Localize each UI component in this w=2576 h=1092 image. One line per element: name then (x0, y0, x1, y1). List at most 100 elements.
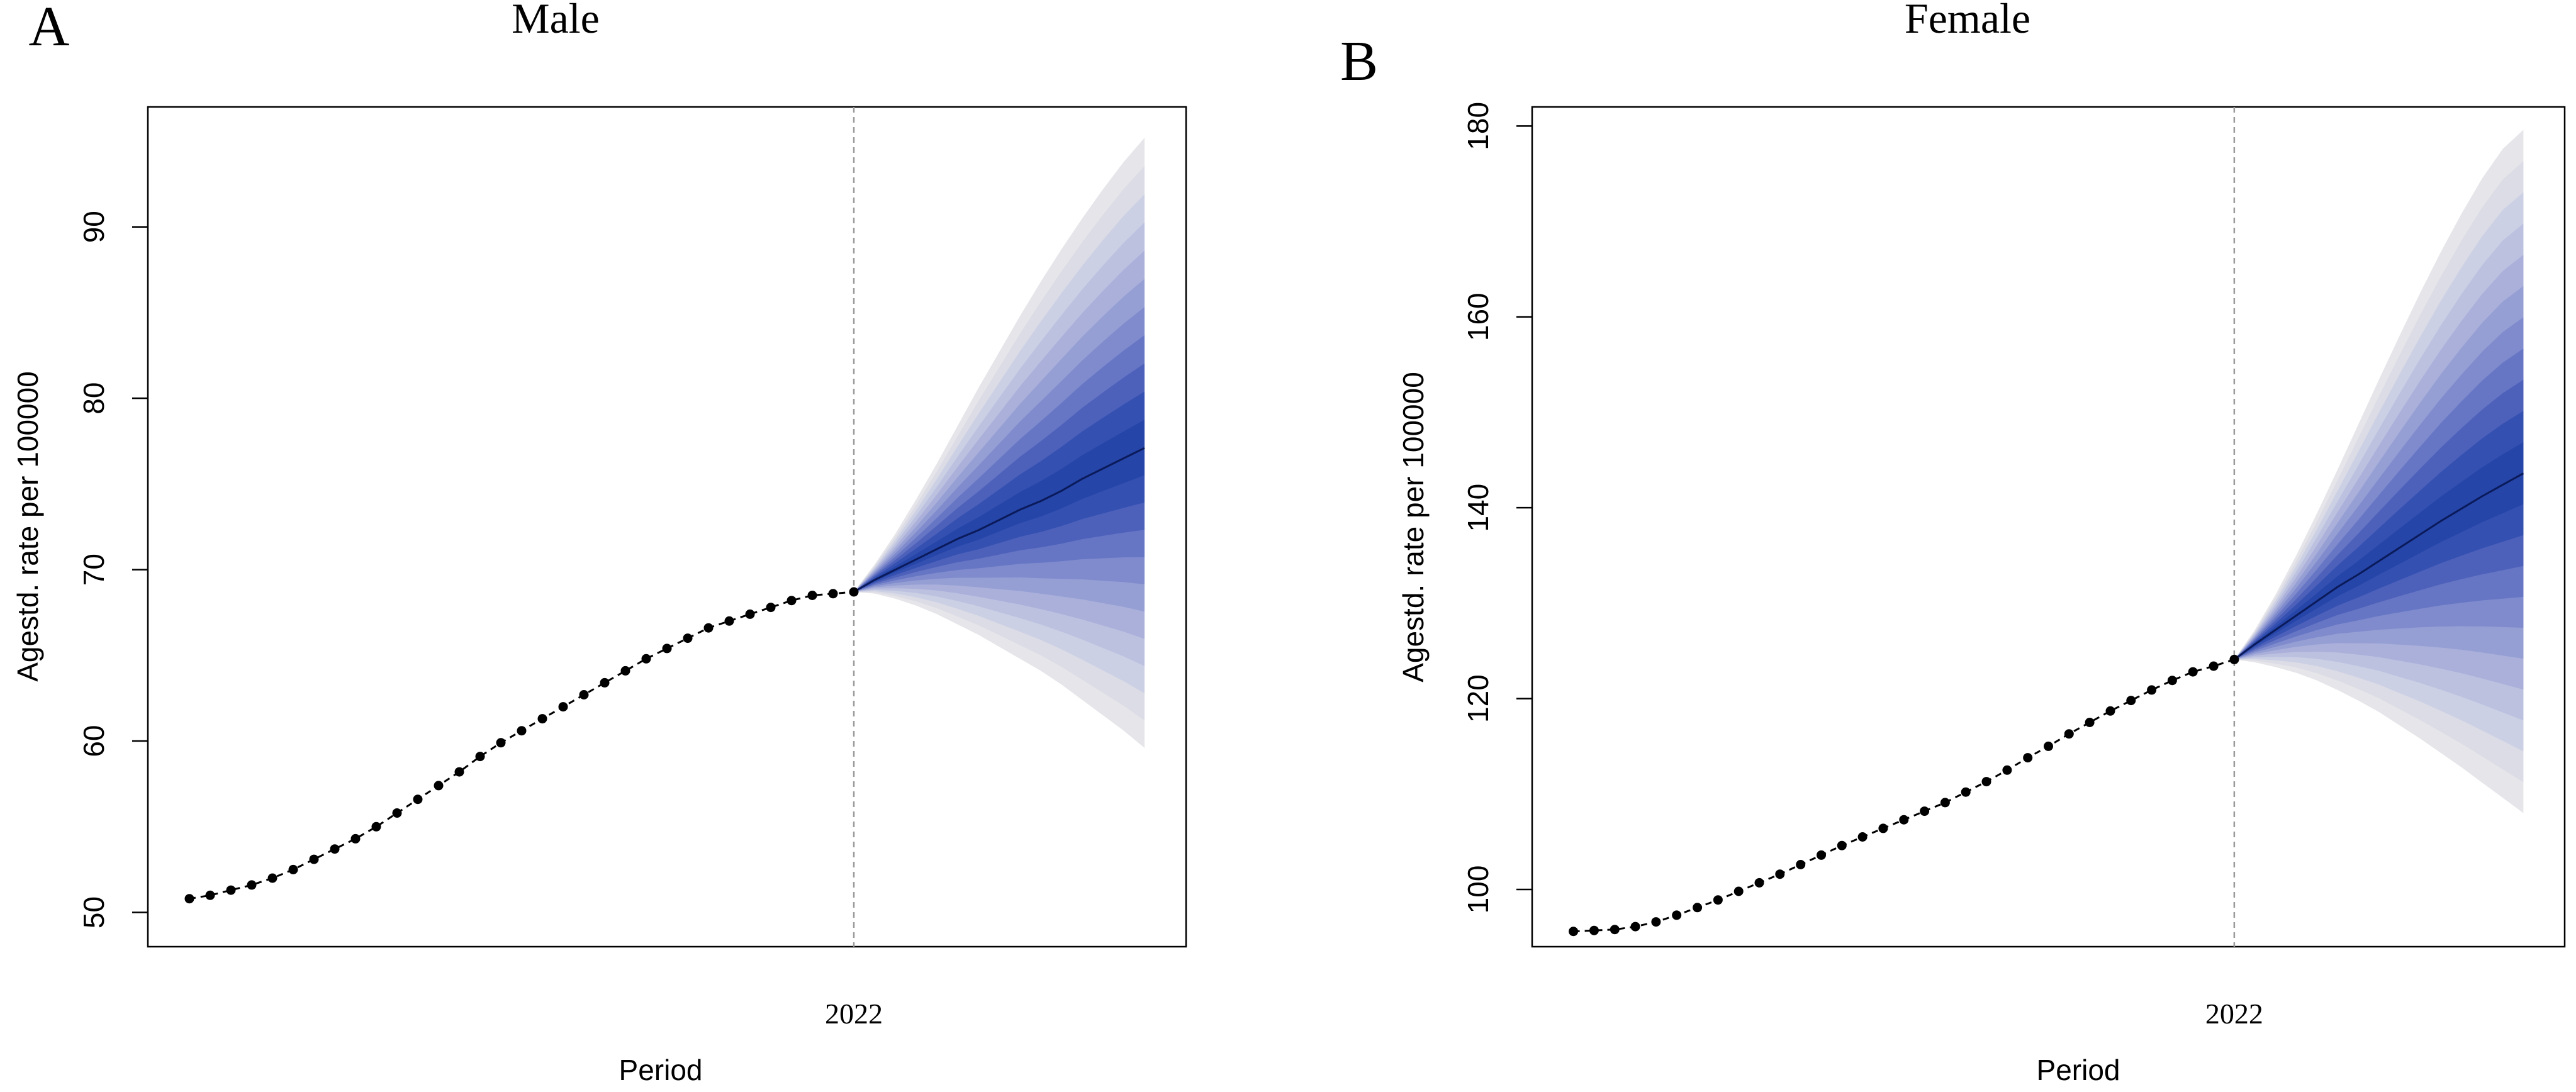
panel-label-b: B (1340, 30, 1378, 92)
observed-point (1837, 840, 1847, 850)
fan-band-9 (2234, 379, 2524, 660)
observed-point (579, 690, 589, 699)
y-tick-label: 180 (1462, 102, 1494, 150)
observed-point (2085, 718, 2095, 727)
observed-point (828, 589, 838, 599)
observed-point (787, 596, 797, 606)
observed-point (434, 781, 444, 791)
fan-band-11 (2234, 442, 2524, 660)
x-tick-label: 2022 (2205, 998, 2263, 1030)
observed-point (2147, 685, 2157, 695)
observed-point (350, 833, 361, 844)
observed-point (267, 873, 277, 883)
y-tick-label: 120 (1462, 674, 1494, 723)
observed-point (413, 794, 423, 805)
observed-point (2167, 676, 2177, 686)
y-tick-label: 100 (1462, 866, 1494, 914)
panel-female: B Female 100 120 140 160 180 2022 Period Ages… (1340, 0, 2566, 1086)
observed-point (558, 702, 568, 712)
x-axis-label-male: Period (619, 1054, 703, 1086)
observed-point (1796, 860, 1806, 869)
y-tick-label: 90 (77, 211, 110, 243)
observed-point (2044, 741, 2053, 751)
observed-point (2064, 729, 2074, 739)
observed-point (2188, 667, 2198, 677)
observed-point (745, 609, 755, 619)
y-axis-label-male: Agestd. rate per 100000 (11, 371, 44, 682)
observed-point (537, 714, 547, 724)
observed-point (2002, 765, 2012, 775)
y-tick-label: 160 (1462, 292, 1494, 341)
observed-point (724, 616, 734, 626)
chart-title-female: Female (1905, 0, 2030, 42)
observed-point (309, 854, 319, 864)
observed-point (330, 844, 340, 854)
x-tick-label: 2022 (825, 998, 883, 1030)
observed-line (189, 591, 854, 900)
observed-point (475, 752, 485, 762)
y-tick-label: 50 (77, 896, 110, 928)
observed-point (620, 666, 630, 676)
fan-band-10 (2234, 411, 2524, 660)
fan-band-9 (854, 363, 1145, 592)
panel-male: A Male 50 60 70 80 90 2022 Period Agestd. rat… (11, 0, 1187, 1086)
observed-point (1857, 832, 1868, 842)
observed-point (600, 677, 610, 688)
observed-point (1775, 869, 1785, 879)
observed-point (454, 767, 464, 777)
y-tick-label: 70 (77, 554, 110, 586)
observed-point (807, 591, 817, 600)
y-tick-label: 140 (1462, 484, 1494, 532)
observed-point (2023, 753, 2033, 763)
plot-frame (1531, 106, 2566, 948)
observed-point (1940, 798, 1950, 808)
plot-area-female: 100 120 140 160 180 2022 (1462, 102, 2566, 1030)
projection-median-line (853, 447, 1145, 593)
observed-point (1733, 886, 1744, 896)
observed-point (517, 726, 527, 736)
observed-point (392, 808, 402, 818)
observed-point (1899, 815, 1909, 825)
observed-point (496, 738, 506, 748)
y-tick-label: 80 (77, 382, 110, 415)
observed-point (2209, 661, 2219, 671)
observed-point (1651, 917, 1661, 927)
observed-point (205, 890, 215, 900)
panel-label-a: A (29, 0, 70, 58)
chart-title-male: Male (512, 0, 600, 42)
observed-point (683, 633, 693, 644)
observed-point (1569, 927, 1579, 937)
observed-point (1754, 878, 1764, 888)
observed-point (184, 894, 194, 904)
observed-point (766, 603, 776, 613)
projection-median-line (2234, 472, 2524, 660)
fan-band-10 (854, 391, 1145, 592)
observed-point (849, 587, 859, 597)
observed-point (247, 880, 257, 890)
observed-point (2105, 706, 2115, 716)
observed-point (703, 623, 714, 633)
observed-point (288, 864, 298, 874)
observed-point (226, 885, 236, 895)
observed-point (1981, 777, 1991, 787)
observed-point (1630, 922, 1640, 932)
x-axis-label-female: Period (2037, 1054, 2120, 1086)
observed-point (1920, 806, 1930, 816)
plot-area-male: 50 60 70 80 90 2022 (77, 106, 1187, 1030)
y-tick-label: 60 (77, 725, 110, 757)
observed-point (1878, 823, 1888, 833)
observed-point (662, 644, 672, 654)
observed-point (1589, 925, 1599, 935)
y-axis-label-female: Agestd. rate per 100000 (1397, 372, 1430, 682)
observed-point (1693, 903, 1703, 913)
plot-frame (147, 106, 1187, 948)
observed-point (1961, 787, 1971, 797)
observed-point (641, 654, 651, 664)
observed-point (371, 822, 381, 832)
observed-point (1713, 895, 1723, 905)
observed-point (2229, 654, 2239, 664)
observed-point (1610, 925, 1620, 935)
observed-point (2126, 696, 2136, 706)
observed-point (1672, 910, 1682, 920)
